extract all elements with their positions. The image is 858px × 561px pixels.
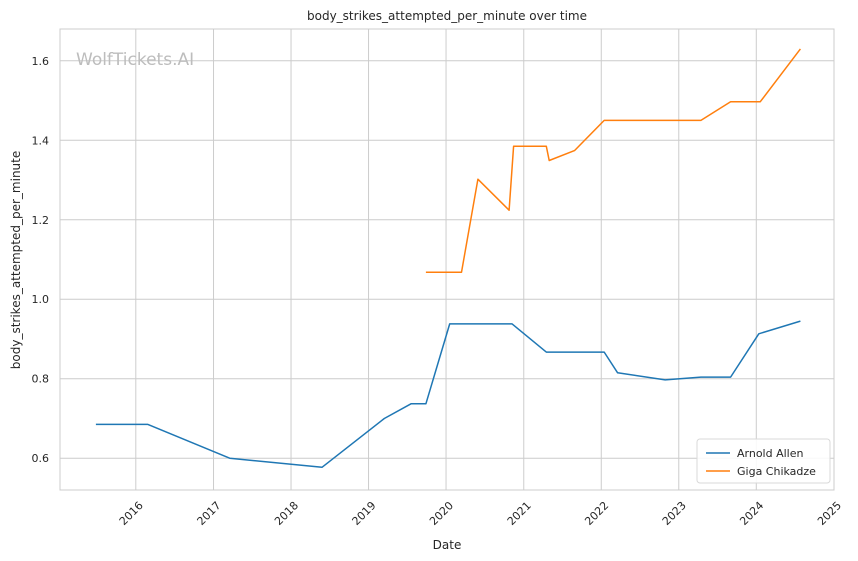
y-axis-label: body_strikes_attempted_per_minute (9, 151, 23, 369)
series-lines (95, 48, 801, 469)
y-tick-label: 0.6 (32, 452, 50, 465)
legend: Arnold Allen Giga Chikadze (696, 438, 831, 484)
x-tick-labels: 2016 2017 2018 2019 2020 2021 2022 2023 2024 2025 (117, 499, 844, 528)
chart-title: body_strikes_attempted_per_minute over t… (307, 9, 587, 23)
y-tick-label: 1.2 (32, 214, 50, 227)
legend-box (696, 438, 831, 484)
y-tick-label: 0.8 (32, 373, 50, 386)
legend-label-giga-chikadze: Giga Chikadze (737, 465, 816, 478)
series-line-giga-chikadze (425, 48, 801, 273)
legend-label-arnold-allen: Arnold Allen (737, 447, 803, 460)
x-axis-label: Date (433, 538, 462, 552)
y-tick-labels: 0.6 0.8 1.0 1.2 1.4 1.6 (32, 55, 50, 465)
y-tick-label: 1.4 (32, 134, 50, 147)
plot-area-frame (59, 28, 835, 491)
watermark-text: WolfTickets.AI (76, 50, 194, 70)
y-tick-label: 1.0 (32, 293, 50, 306)
series-line-arnold-allen (95, 320, 801, 469)
y-tick-label: 1.6 (32, 55, 50, 68)
